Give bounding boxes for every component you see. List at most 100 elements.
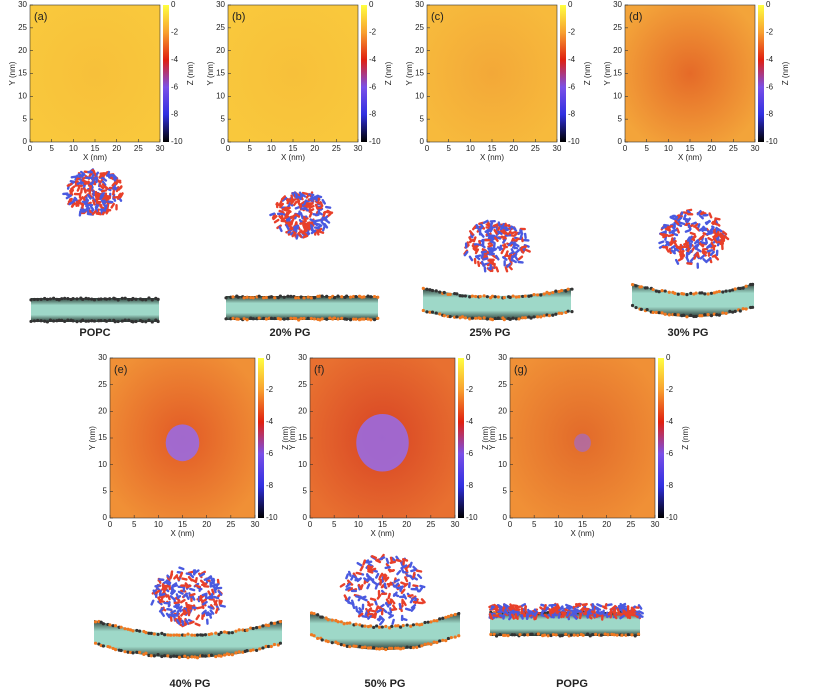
peptide	[355, 595, 362, 599]
headgroup	[363, 624, 367, 628]
headgroup	[262, 296, 266, 300]
headgroup	[299, 295, 303, 299]
peptide	[177, 590, 184, 595]
peptide	[355, 605, 359, 613]
headgroup	[120, 296, 124, 300]
headgroup	[423, 642, 427, 647]
headgroup	[312, 317, 317, 321]
headgroup	[362, 317, 366, 321]
headgroup	[231, 295, 235, 299]
headgroup	[278, 294, 282, 298]
headgroup	[312, 634, 316, 638]
peptide	[154, 584, 161, 588]
headgroup	[149, 654, 153, 658]
headgroup	[551, 313, 555, 317]
peptide	[699, 254, 705, 260]
peptide	[66, 182, 73, 187]
peptide	[384, 602, 392, 606]
peptide	[606, 603, 613, 607]
z-tick-label: -8	[568, 110, 576, 119]
headgroup	[237, 628, 241, 632]
peptide	[684, 229, 691, 233]
peptide	[510, 225, 517, 230]
headgroup	[190, 633, 194, 637]
peptide	[489, 223, 493, 231]
peptide	[185, 594, 190, 600]
peptide	[693, 239, 700, 245]
peptide	[367, 603, 374, 607]
headgroup	[81, 318, 85, 322]
headgroup	[348, 295, 353, 299]
peptide	[696, 209, 702, 216]
peptide	[407, 594, 414, 598]
headgroup	[86, 297, 91, 301]
headgroup	[496, 316, 500, 320]
headgroup	[90, 319, 94, 323]
peptide	[281, 207, 288, 212]
headgroup	[681, 292, 686, 296]
peptide	[491, 247, 498, 253]
y-axis-label: Y (nm)	[603, 61, 612, 85]
headgroup	[120, 319, 124, 323]
headgroup	[667, 290, 671, 294]
peptide	[216, 578, 220, 586]
peptide	[490, 605, 496, 611]
headgroup	[101, 622, 106, 626]
peptide	[508, 614, 513, 621]
peptide	[489, 234, 495, 241]
headgroup	[336, 294, 340, 298]
bilayer	[226, 296, 378, 320]
headgroup	[309, 611, 314, 615]
headgroup	[190, 655, 194, 659]
peptide	[689, 231, 696, 236]
peptide	[672, 232, 679, 237]
peptide	[520, 603, 527, 608]
headgroup	[514, 295, 518, 299]
peptide	[707, 230, 714, 234]
y-axis-label: Y (nm)	[488, 426, 497, 450]
peptide	[713, 255, 720, 261]
headgroup	[372, 294, 377, 299]
peptide	[628, 612, 632, 620]
headgroup	[172, 633, 176, 637]
peptide	[200, 598, 207, 603]
headgroup	[294, 316, 298, 321]
headgroup	[523, 316, 527, 320]
peptide	[695, 247, 702, 253]
peptide	[566, 610, 570, 617]
peptide	[622, 608, 629, 614]
peptide	[502, 228, 508, 235]
headgroup	[569, 633, 573, 637]
peptide	[213, 583, 220, 587]
peptide	[321, 225, 326, 232]
peptide	[202, 600, 208, 606]
headgroup	[438, 639, 442, 643]
peptide	[700, 241, 708, 245]
headgroup	[224, 317, 228, 321]
peptide	[171, 613, 179, 617]
headgroup	[448, 292, 452, 296]
headgroup	[360, 624, 364, 628]
peptide	[670, 249, 677, 255]
headgroup	[264, 317, 268, 321]
peptide	[317, 227, 323, 233]
headgroup	[266, 623, 271, 628]
headgroup	[372, 317, 377, 322]
peptide	[403, 566, 409, 573]
x-tick-label: 15	[91, 144, 100, 153]
x-tick-label: 25	[626, 520, 635, 529]
headgroup	[474, 294, 478, 299]
headgroup	[90, 297, 94, 301]
peptide	[289, 214, 296, 220]
headgroup	[709, 314, 714, 318]
headgroup	[706, 292, 710, 296]
peptide	[543, 604, 547, 611]
peptide	[271, 213, 276, 220]
peptide	[389, 560, 396, 564]
headgroup	[396, 624, 400, 628]
peptide	[687, 249, 693, 256]
peptide	[345, 573, 349, 580]
peptide	[500, 235, 507, 240]
peptide	[520, 608, 524, 615]
peptide	[596, 603, 603, 608]
